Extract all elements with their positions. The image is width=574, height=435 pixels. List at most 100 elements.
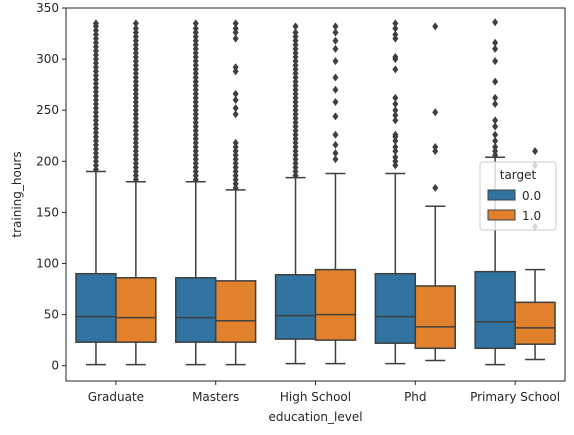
outlier-point [192,93,199,102]
legend-title: target [500,168,537,182]
outlier-point [192,163,199,172]
outlier-point [192,28,199,37]
outlier-point [292,61,299,70]
outlier-point [192,98,199,107]
y-axis-label: training_hours [10,151,24,237]
outlier-point [292,28,299,37]
outlier-point [392,147,399,156]
outlier-point [132,138,139,147]
outlier-point [232,19,239,28]
outlier-point [332,28,339,37]
outlier-point [92,165,99,174]
outlier-point [232,34,239,43]
outlier-point [132,126,139,135]
outlier-point [192,155,199,164]
outlier-point [392,53,399,62]
box [474,270,516,350]
outlier-point [132,159,139,168]
outlier-point [192,77,199,86]
outlier-point [92,30,99,39]
outlier-point [292,81,299,90]
outlier-point [132,134,139,143]
outlier-point [192,65,199,74]
outlier-point [392,93,399,102]
box [274,273,317,340]
outlier-point [332,155,339,164]
outlier-point [132,110,139,119]
outlier-point [292,77,299,86]
outlier-point [232,24,239,33]
outlier-point [232,179,239,188]
outlier-point [232,110,239,119]
outlier-point [292,118,299,127]
x-tick-label: Graduate [88,390,144,404]
outlier-point [332,130,339,139]
outlier-point [292,73,299,82]
outlier-point [492,57,499,66]
outlier-point [232,89,239,98]
box [115,277,157,343]
outlier-point [132,65,139,74]
legend-label: 0.0 [522,189,541,203]
outlier-point [392,65,399,74]
outlier-point [132,130,139,139]
outlier-point [492,136,499,145]
box-group-masters-0.0 [175,19,217,366]
outlier-point [392,161,399,170]
outlier-point [232,67,239,76]
outlier-point [132,44,139,53]
outlier-point [192,110,199,119]
outlier-point [292,106,299,115]
outlier-point [392,106,399,115]
y-tick-label: 300 [36,52,59,66]
outlier-point [492,151,499,160]
box [75,272,117,343]
outlier-point [392,153,399,162]
outlier-point [132,163,139,172]
box-group-phd-1.0 [414,22,456,362]
outlier-point [492,44,499,53]
outlier-point [92,116,99,125]
box [214,280,257,343]
outlier-point [292,171,299,180]
outlier-point [392,30,399,39]
outlier-point [232,167,239,176]
box-group-high-school-0.0 [274,22,317,365]
outlier-point [132,81,139,90]
outlier-point [232,28,239,37]
box-group-high-school-1.0 [314,22,357,365]
outlier-point [292,114,299,123]
outlier-point [132,93,139,102]
outlier-point [292,122,299,131]
outlier-point [92,140,99,149]
outlier-point [292,155,299,164]
outlier-point [92,153,99,162]
outlier-point [92,136,99,145]
outlier-point [332,98,339,107]
outlier-point [132,151,139,160]
outlier-point [192,159,199,168]
outlier-point [132,98,139,107]
outlier-point [292,85,299,94]
outlier-point [192,106,199,115]
outlier-point [492,116,499,125]
outlier-point [192,102,199,111]
outlier-point [292,126,299,135]
y-tick-label: 350 [36,1,59,15]
outlier-point [192,114,199,123]
y-tick-label: 50 [44,308,59,322]
box-group-graduate-1.0 [115,19,157,366]
outlier-point [292,151,299,160]
outlier-point [132,85,139,94]
outlier-point [132,122,139,131]
outlier-point [292,40,299,49]
outlier-point [292,53,299,62]
outlier-point [392,157,399,166]
outlier-point [432,183,439,192]
outlier-point [132,40,139,49]
box [374,272,417,344]
outlier-point [392,116,399,125]
outlier-point [432,142,439,151]
legend: target 0.0 1.0 [479,161,557,231]
y-tick-label: 0 [51,359,59,373]
